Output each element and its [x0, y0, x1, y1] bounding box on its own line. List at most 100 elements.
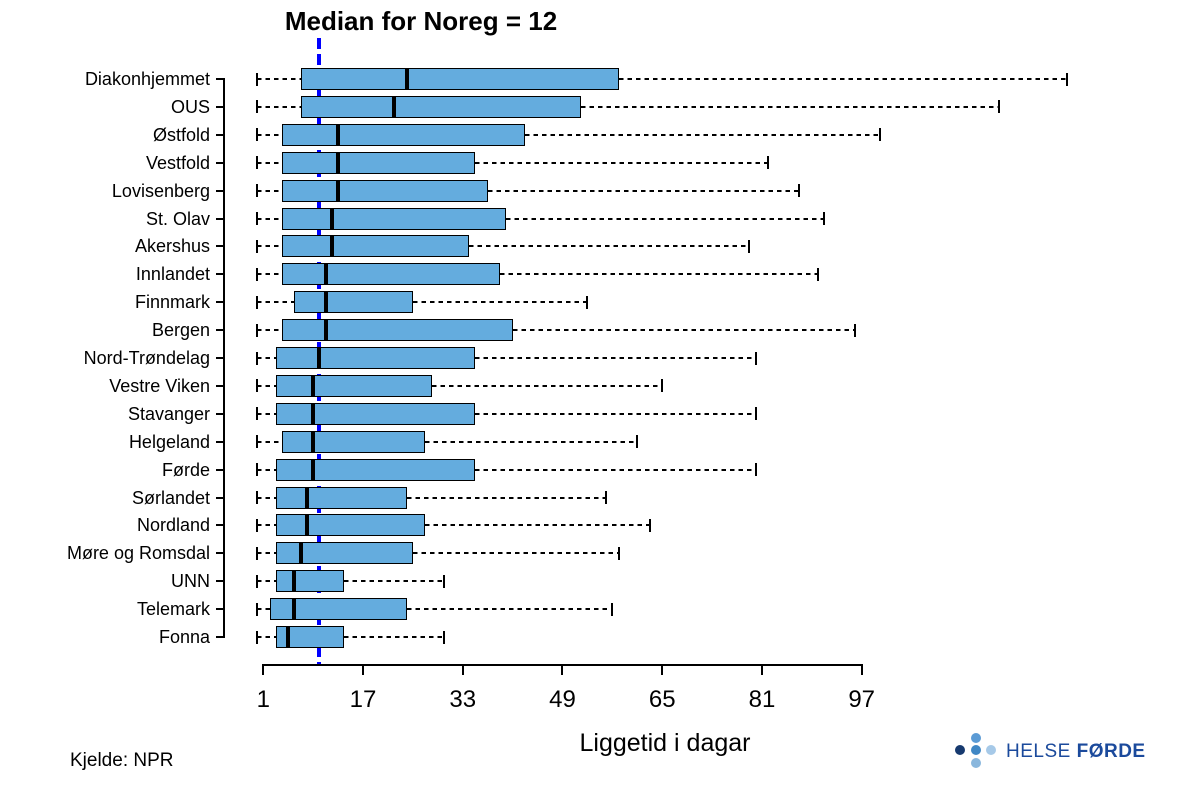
whisker-cap-max: [605, 491, 608, 504]
median-line: [292, 570, 297, 593]
median-line: [323, 291, 328, 314]
whisker-low: [257, 329, 282, 332]
whisker-cap-max: [586, 295, 589, 309]
y-axis-line: [223, 78, 225, 638]
y-axis-tick: [216, 357, 224, 359]
x-axis-tick: [561, 666, 564, 675]
y-axis-tick: [216, 329, 224, 332]
y-axis-tick: [216, 608, 224, 611]
y-axis-tick: [216, 580, 224, 583]
whisker-cap-min: [256, 379, 259, 393]
iqr-box: [281, 179, 488, 202]
iqr-box: [275, 458, 476, 481]
whisker-high: [506, 217, 825, 220]
category-label: Innlandet: [135, 264, 210, 285]
category-label: Fonna: [158, 627, 210, 647]
whisker-cap-min: [256, 267, 259, 281]
category-label: Helgeland: [128, 431, 210, 452]
whisker-low: [257, 608, 270, 611]
median-line: [336, 123, 341, 146]
category-label: Vestfold: [145, 152, 210, 173]
whisker-high: [406, 496, 607, 499]
whisker-cap-max: [754, 407, 757, 421]
whisker-high: [431, 384, 663, 387]
x-axis-tick: [262, 666, 265, 675]
whisker-cap-min: [256, 574, 259, 588]
whisker-high: [475, 161, 769, 164]
iqr-box: [275, 542, 413, 565]
category-label: Diakonhjemmet: [84, 69, 210, 89]
category-label: Bergen: [151, 320, 210, 341]
x-tick-label: 49: [549, 686, 576, 713]
whisker-cap-min: [256, 491, 259, 504]
whisker-low: [257, 133, 282, 136]
whisker-cap-max: [879, 128, 882, 142]
whisker-cap-max: [443, 630, 446, 644]
iqr-box: [281, 319, 513, 342]
whisker-low: [257, 524, 276, 527]
whisker-cap-min: [256, 435, 259, 449]
y-axis-tick: [216, 105, 224, 108]
y-axis-tick: [216, 273, 224, 276]
logo-wordmark: HELSE FØRDE: [1006, 741, 1146, 763]
whisker-low: [257, 384, 276, 387]
logo-word-forde: FØRDE: [1076, 741, 1146, 762]
whisker-high: [425, 440, 638, 443]
category-label: Østfold: [152, 124, 210, 145]
whisker-cap-min: [256, 295, 259, 309]
whisker-cap-max: [754, 351, 757, 365]
x-axis-title: Liggetid i dagar: [579, 729, 751, 757]
category-label: St. Olav: [145, 208, 210, 229]
logo-word-helse: HELSE: [1006, 741, 1071, 762]
median-line: [336, 151, 341, 174]
y-axis-tick: [216, 245, 224, 248]
logo-dot-icon: [971, 733, 981, 743]
whisker-cap-min: [256, 156, 259, 170]
logo-dot-icon: [971, 758, 981, 768]
x-axis-tick: [760, 666, 763, 675]
whisker-cap-min: [256, 630, 259, 644]
category-label: Møre og Romsdal: [66, 543, 210, 564]
iqr-box: [281, 235, 469, 258]
whisker-low: [257, 357, 276, 359]
whisker-high: [500, 273, 819, 276]
whisker-cap-max: [611, 602, 614, 616]
median-line: [311, 430, 316, 453]
helse-forde-logo: HELSE FØRDE: [950, 726, 1200, 781]
y-axis-tick: [216, 301, 224, 304]
whisker-high: [425, 524, 650, 527]
median-line: [336, 179, 341, 202]
iqr-box: [300, 68, 619, 90]
median-line: [286, 626, 291, 648]
whisker-high: [581, 105, 999, 108]
whisker-low: [257, 189, 282, 192]
median-line: [317, 347, 322, 369]
whisker-cap-max: [823, 212, 826, 225]
logo-dot-icon: [955, 745, 965, 755]
whisker-low: [257, 78, 301, 80]
whisker-cap-min: [256, 72, 259, 86]
median-line: [292, 598, 297, 621]
median-line: [329, 235, 334, 258]
whisker-cap-min: [256, 184, 259, 198]
whisker-cap-max: [636, 435, 639, 449]
category-label: Nord-Trøndelag: [83, 348, 210, 368]
median-line: [304, 486, 309, 509]
whisker-low: [257, 245, 282, 248]
x-tick-label: 17: [349, 686, 377, 713]
whisker-high: [344, 580, 445, 583]
iqr-box: [269, 598, 407, 621]
whisker-cap-max: [1066, 72, 1069, 86]
iqr-box: [281, 430, 426, 453]
iqr-box: [281, 207, 507, 230]
category-label: Akershus: [134, 236, 210, 257]
category-label: Nordland: [136, 515, 210, 536]
whisker-cap-max: [798, 184, 801, 198]
median-line: [304, 514, 309, 537]
whisker-cap-min: [256, 463, 259, 477]
x-tick-label: 1: [256, 686, 270, 713]
x-axis-tick: [461, 666, 464, 675]
whisker-cap-min: [256, 323, 259, 337]
y-axis-tick: [216, 412, 224, 415]
